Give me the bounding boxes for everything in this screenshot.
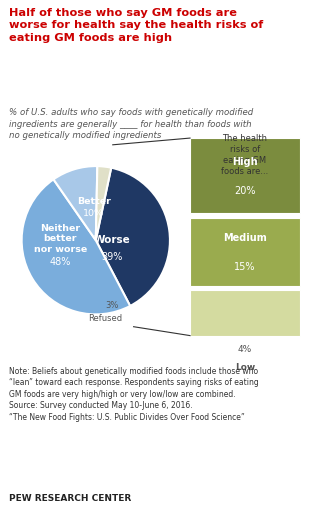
Bar <box>190 218 300 286</box>
Text: Half of those who say GM foods are
worse for health say the health risks of
eati: Half of those who say GM foods are worse… <box>9 8 264 43</box>
Text: Low: Low <box>235 363 255 372</box>
Text: Note: Beliefs about genetically modified foods include those who
“lean” toward e: Note: Beliefs about genetically modified… <box>9 367 259 422</box>
Text: PEW RESEARCH CENTER: PEW RESEARCH CENTER <box>9 494 132 503</box>
Text: Worse: Worse <box>94 235 130 245</box>
Text: 39%: 39% <box>101 251 123 261</box>
Wedge shape <box>96 168 170 306</box>
Bar <box>190 290 300 336</box>
Text: Low: Low <box>0 527 1 528</box>
Text: 15%: 15% <box>234 262 256 272</box>
Text: 48%: 48% <box>49 258 71 268</box>
Text: 4%: 4% <box>238 345 252 354</box>
Text: Refused: Refused <box>88 314 122 323</box>
Wedge shape <box>96 166 111 240</box>
Wedge shape <box>53 166 97 240</box>
Text: Better: Better <box>77 197 111 206</box>
Text: 3%: 3% <box>105 301 119 310</box>
Text: Medium: Medium <box>223 233 267 243</box>
Bar <box>190 138 300 213</box>
Text: 20%: 20% <box>234 186 256 196</box>
Text: 10%: 10% <box>83 209 104 218</box>
Wedge shape <box>22 180 130 314</box>
Text: % of U.S. adults who say foods with genetically modified
ingredients are general: % of U.S. adults who say foods with gene… <box>9 108 253 140</box>
Text: The health
risks of
eating GM
foods are...: The health risks of eating GM foods are.… <box>221 134 269 176</box>
Text: High: High <box>232 157 258 167</box>
Text: Neither
better
nor worse: Neither better nor worse <box>34 224 87 253</box>
Text: 4%: 4% <box>0 527 1 528</box>
